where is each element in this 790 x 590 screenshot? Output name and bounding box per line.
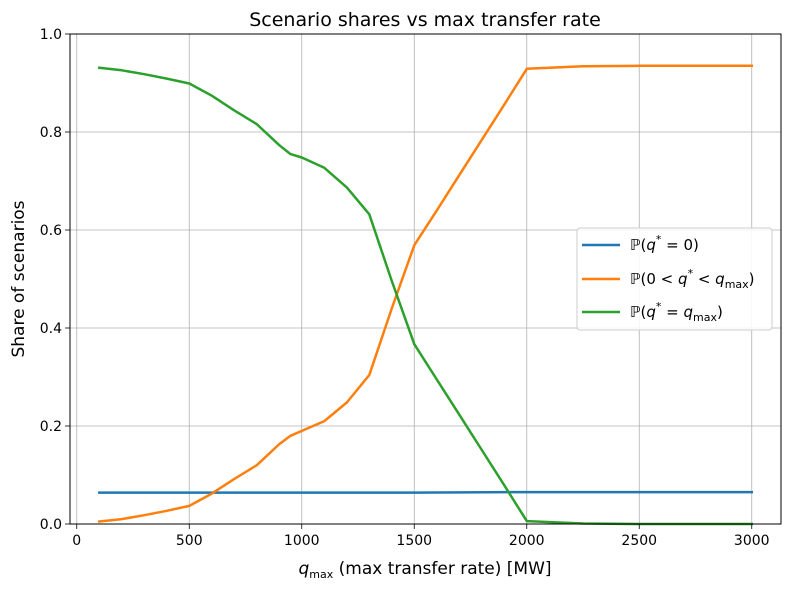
chart-title: Scenario shares vs max transfer rate xyxy=(249,9,601,31)
x-tick-label: 500 xyxy=(176,533,203,549)
y-axis-ticks: 0.0 0.2 0.4 0.6 0.8 1.0 xyxy=(40,27,70,533)
y-tick-label: 0.6 xyxy=(40,223,62,239)
x-axis-label: qmax (max transfer rate) [MW] xyxy=(298,559,551,581)
x-tick-label: 2500 xyxy=(621,533,657,549)
series-line-0 xyxy=(98,490,754,494)
legend-label-series-2: ℙ(q* = qmax) xyxy=(630,300,723,324)
y-tick-label: 0.2 xyxy=(40,419,62,435)
y-tick-label: 0.8 xyxy=(40,125,62,141)
legend-box xyxy=(576,227,773,331)
series-line-2 xyxy=(97,66,754,526)
x-axis-ticks: 0 500 1000 1500 2000 2500 3000 xyxy=(72,524,770,549)
x-tick-label: 0 xyxy=(72,533,81,549)
y-tick-label: 1.0 xyxy=(40,27,62,43)
y-tick-label: 0.0 xyxy=(40,517,62,533)
x-tick-label: 1000 xyxy=(284,533,320,549)
y-tick-label: 0.4 xyxy=(40,321,62,337)
series-layer xyxy=(97,64,754,526)
legend-label-series-1: ℙ(0 < q* < qmax) xyxy=(630,267,755,291)
x-tick-label: 3000 xyxy=(734,533,770,549)
x-tick-label: 1500 xyxy=(396,533,432,549)
legend-label-series-0: ℙ(q* = 0) xyxy=(630,233,699,254)
plot-frame xyxy=(69,33,782,525)
y-axis-label: Share of scenarios xyxy=(9,200,29,357)
x-tick-label: 2000 xyxy=(509,533,545,549)
series-line-1 xyxy=(97,64,754,523)
legend: ℙ(q* = 0) ℙ(0 < q* < qmax) ℙ(q* = qmax) xyxy=(576,227,773,331)
